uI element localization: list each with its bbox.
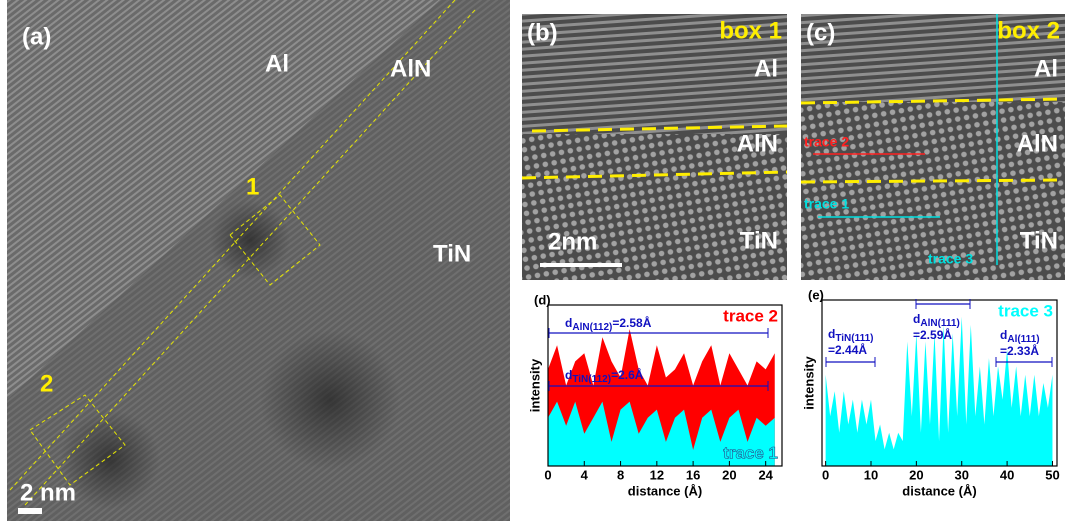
panel-label: (e) — [808, 287, 824, 302]
x-tick-label: 50 — [1045, 467, 1059, 482]
x-tick-label: 0 — [822, 467, 829, 482]
scale-label: 2 nm — [20, 479, 76, 506]
trace-label: trace 1 — [804, 196, 849, 212]
annotation-sub: AlN(111) — [920, 318, 959, 329]
region-label: TiN — [1020, 227, 1058, 254]
annotation-sub: AlN(112) — [572, 322, 612, 333]
x-tick-label: 0 — [544, 467, 551, 482]
panel-label: (d) — [534, 292, 551, 307]
x-tick-label: 20 — [909, 467, 923, 482]
annotation-d: d — [1000, 328, 1007, 342]
annotation-d: d — [913, 312, 920, 326]
region-label: Al — [754, 55, 778, 82]
x-tick-label: 24 — [758, 467, 773, 482]
scale-label: 2nm — [548, 228, 597, 255]
box-label: 1 — [246, 173, 259, 200]
x-tick-label: 8 — [617, 467, 624, 482]
figure: (a) Al AlN TiN 1 2 2 nm (b) box 1 Al AlN… — [0, 0, 1067, 521]
x-axis-label: distance (Å) — [902, 483, 976, 498]
region-label: AlN — [390, 55, 431, 82]
trace-label: trace 2 — [804, 134, 849, 150]
region-label: AlN — [737, 130, 778, 157]
x-tick-label: 20 — [722, 467, 736, 482]
region-label: Al — [1034, 55, 1058, 82]
annotation-value: =2.6Å — [611, 367, 644, 382]
region-label: TiN — [740, 227, 778, 254]
annotation-value: =2.33Å — [1000, 343, 1039, 358]
trace-label: trace 3 — [928, 251, 973, 267]
panel-label: (c) — [806, 19, 835, 46]
region-label: TiN — [433, 240, 471, 267]
x-tick-label: 10 — [864, 467, 878, 482]
x-tick-label: 40 — [1000, 467, 1014, 482]
y-axis-label: intensity — [801, 356, 816, 410]
legend-entry: trace 1 — [723, 443, 778, 462]
legend-entry: trace 2 — [723, 306, 778, 325]
annotation-value: =2.59Å — [913, 327, 952, 342]
y-axis-label: intensity — [527, 358, 542, 412]
annotation-value: =2.44Å — [828, 342, 867, 357]
panel-label: (b) — [527, 19, 558, 46]
annotation-d: d — [565, 316, 572, 330]
x-axis-label: distance (Å) — [628, 483, 702, 498]
annotation-value: =2.58Å — [612, 315, 651, 330]
box-label: box 1 — [719, 17, 782, 44]
x-tick-label: 16 — [686, 467, 700, 482]
x-tick-label: 30 — [954, 467, 968, 482]
annotation-sub: Al(111) — [1007, 334, 1039, 345]
annotation-sub: TiN(111) — [835, 333, 873, 344]
panel-label: (a) — [22, 23, 51, 50]
annotation-sub: TiN(112) — [572, 374, 611, 385]
box-label: 2 — [40, 370, 53, 397]
annotation-d: d — [565, 368, 572, 382]
x-tick-label: 4 — [581, 467, 589, 482]
x-tick-label: 12 — [650, 467, 664, 482]
legend-entry: trace 3 — [998, 301, 1053, 320]
annotation-d: d — [828, 327, 835, 341]
box-label: box 2 — [997, 17, 1060, 44]
region-label: AlN — [1017, 130, 1058, 157]
region-label: Al — [265, 50, 289, 77]
